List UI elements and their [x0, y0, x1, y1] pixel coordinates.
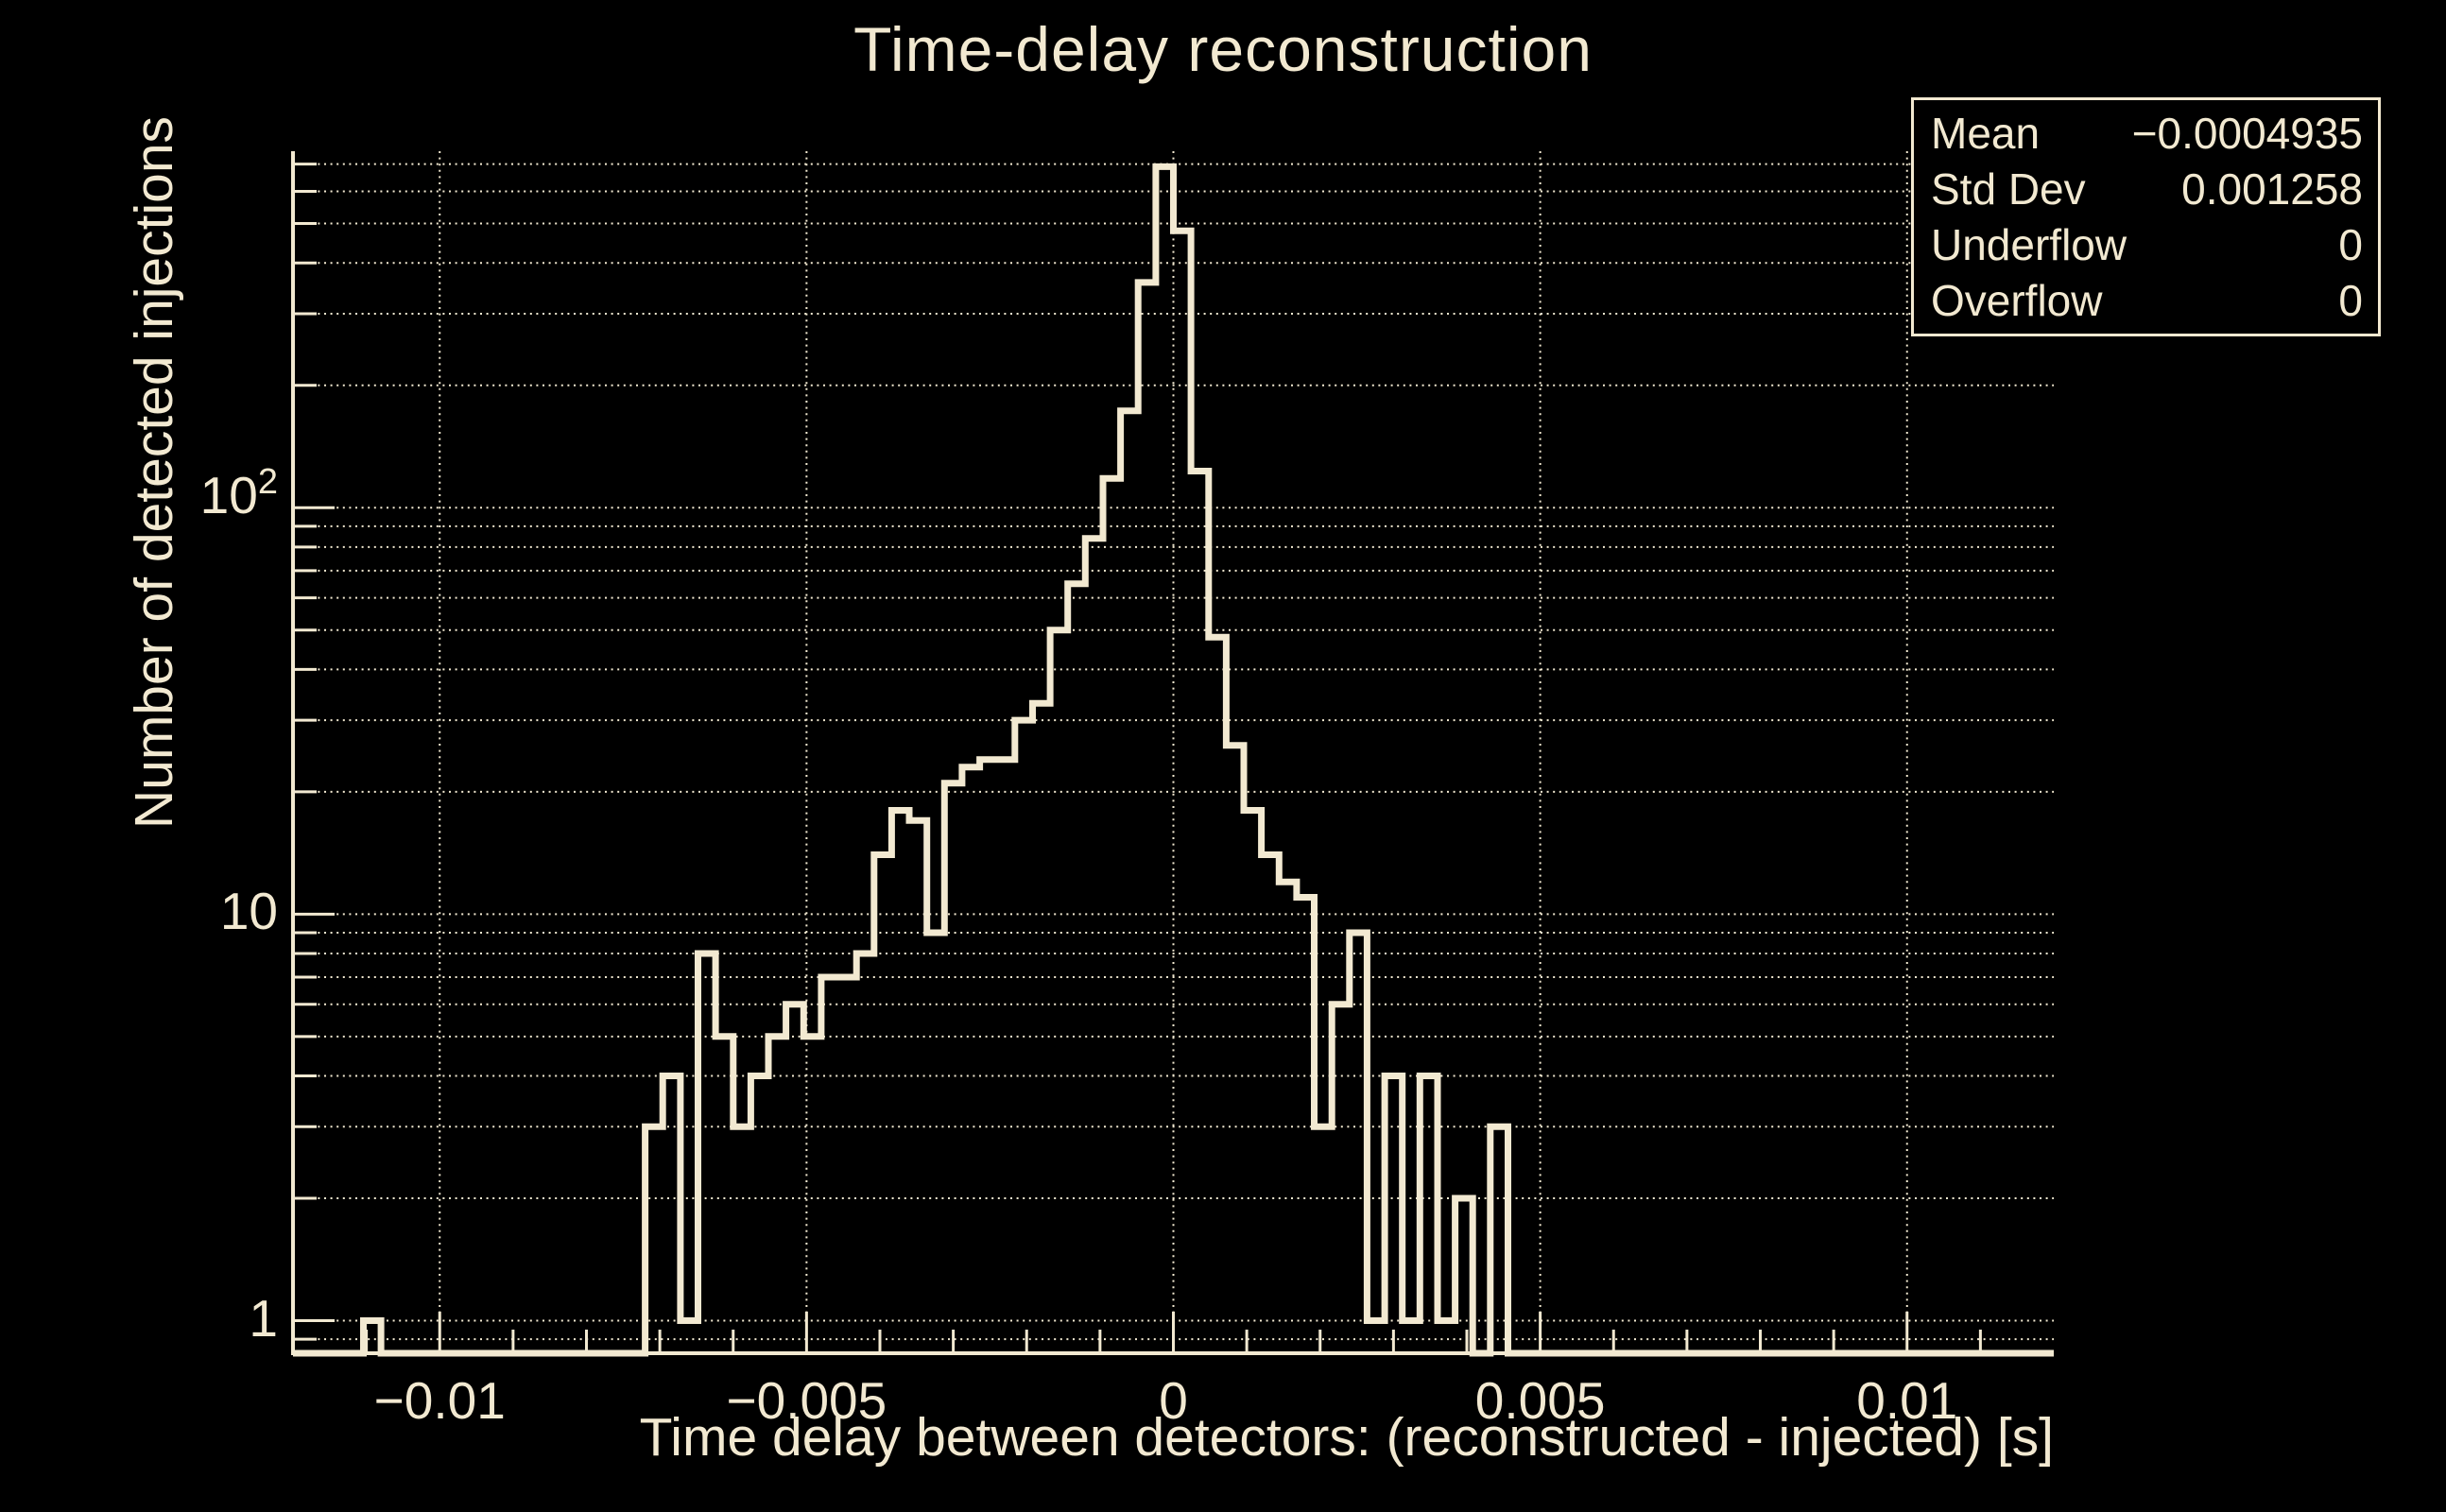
x-tick-label: −0.01	[373, 1371, 506, 1430]
x-tick-label: 0	[1159, 1371, 1188, 1430]
stats-row-mean: Mean −0.0004935	[1914, 112, 2378, 155]
stats-label: Std Dev	[1931, 164, 2086, 215]
histogram-line	[293, 163, 2054, 1357]
stats-value: 0	[2338, 219, 2363, 269]
y-axis-ticks	[293, 163, 335, 1341]
stats-value: 0.001258	[2181, 164, 2363, 215]
y-tick-label: 1	[249, 1288, 278, 1348]
x-tick-label: 0.005	[1474, 1371, 1606, 1430]
stats-row-stddev: Std Dev 0.001258	[1914, 167, 2378, 211]
stats-row-underflow: Underflow 0	[1914, 223, 2378, 266]
x-axis-ticks	[365, 1312, 1982, 1353]
stats-box: Mean −0.0004935 Std Dev 0.001258 Underfl…	[1911, 97, 2381, 336]
stats-label: Overflow	[1931, 275, 2103, 325]
x-axis-title: Time delay between detectors: (reconstru…	[639, 1407, 2054, 1468]
stats-label: Mean	[1931, 109, 2041, 159]
x-tick-label: 0.01	[1856, 1371, 1958, 1430]
y-tick-label: 102	[199, 461, 278, 525]
stats-value: −0.0004935	[2131, 109, 2363, 159]
chart-title: Time-delay reconstruction	[853, 14, 1593, 84]
stats-label: Underflow	[1931, 219, 2127, 269]
x-gridlines	[439, 151, 1908, 1353]
y-tick-label: 10	[219, 882, 278, 941]
x-tick-label: −0.005	[726, 1371, 887, 1430]
stats-value: 0	[2338, 275, 2363, 325]
stats-row-overflow: Overflow 0	[1914, 279, 2378, 322]
y-tick-exponent: 2	[257, 461, 278, 502]
